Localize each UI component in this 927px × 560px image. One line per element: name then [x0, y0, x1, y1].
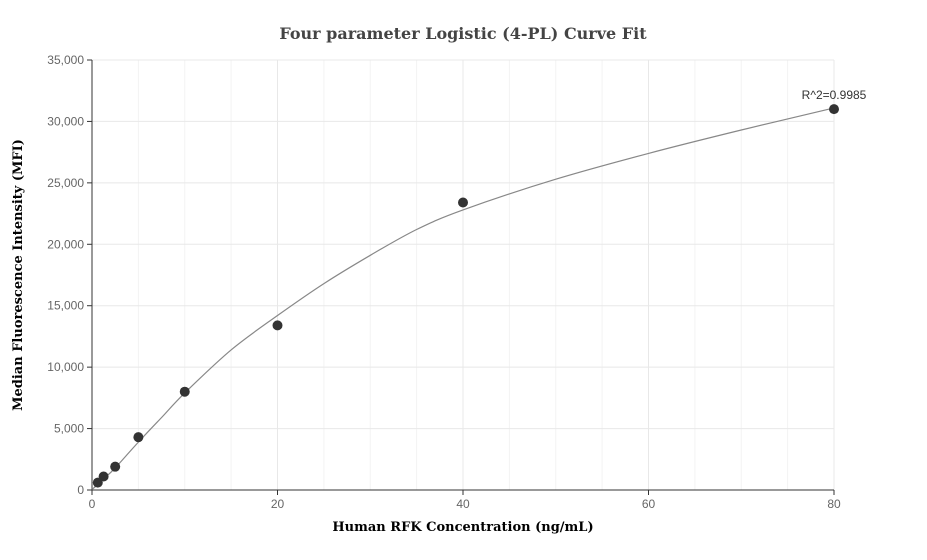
data-point — [110, 461, 121, 472]
y-tick-label: 0 — [77, 483, 84, 497]
y-tick-label: 15,000 — [47, 299, 84, 313]
data-point — [179, 386, 190, 397]
x-axis-label: Human RFK Concentration (ng/mL) — [332, 520, 593, 535]
data-point — [458, 197, 468, 208]
data-points-layer — [92, 104, 839, 488]
data-point — [829, 104, 839, 115]
x-tick-label: 60 — [642, 497, 656, 511]
y-tick-label: 35,000 — [47, 53, 84, 67]
y-tick-label: 20,000 — [47, 237, 84, 251]
y-tick-label: 30,000 — [47, 114, 84, 128]
chart-title: Four parameter Logistic (4-PL) Curve Fit — [279, 24, 647, 43]
y-tick-label: 10,000 — [47, 360, 84, 374]
data-point — [98, 471, 109, 482]
axis-layer: 0 5,000 10,000 15,000 20,000 25,000 30,000 35,0… — [47, 53, 841, 511]
x-tick-label: 0 — [89, 497, 96, 511]
x-tick-label: 40 — [456, 497, 470, 511]
data-point — [133, 432, 144, 443]
r-squared-annotation: R^2=0.9985 — [802, 88, 867, 102]
grid-layer — [92, 59, 835, 490]
data-point — [272, 320, 283, 331]
y-tick-label: 5,000 — [54, 422, 84, 436]
x-tick-label: 80 — [827, 497, 841, 511]
y-tick-label: 25,000 — [47, 176, 84, 190]
x-tick-label: 20 — [271, 497, 285, 511]
y-axis-label: Median Fluorescence Intensity (MFI) — [11, 139, 26, 411]
